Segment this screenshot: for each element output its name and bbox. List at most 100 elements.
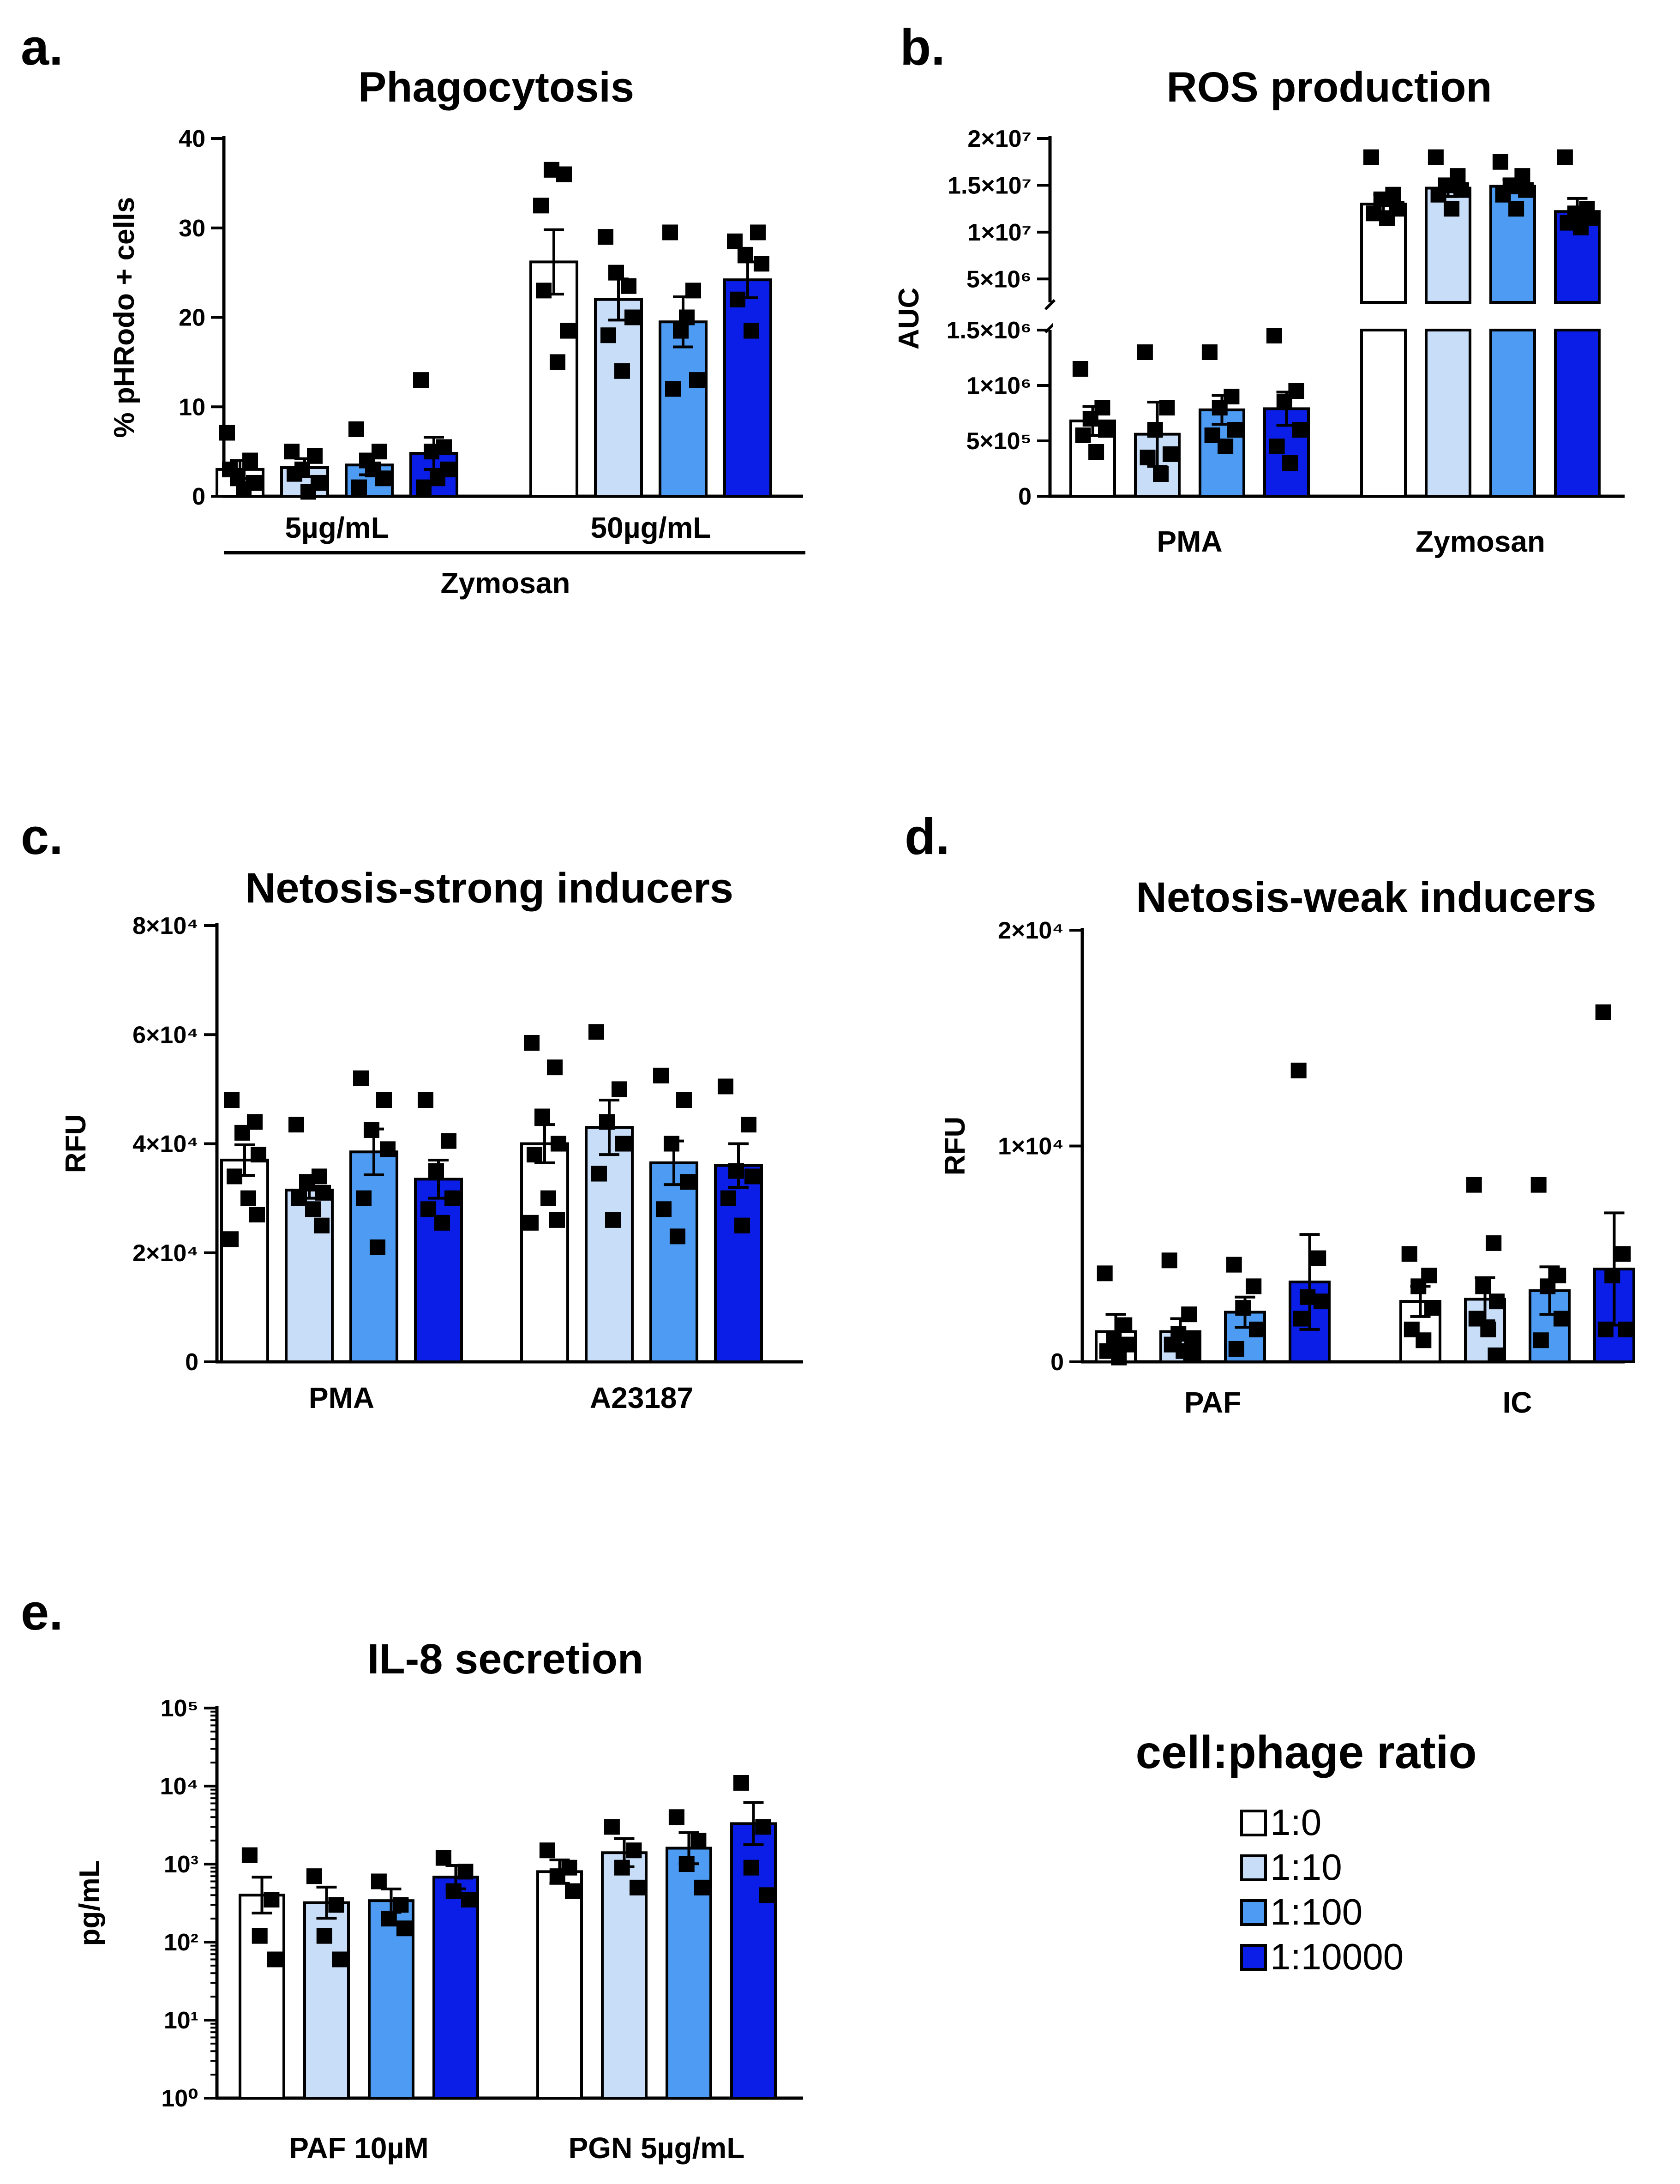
point-c-1-0-0 bbox=[524, 1035, 540, 1051]
point-b-1-3-5 bbox=[1573, 219, 1589, 235]
legend-label-1: 1:10 bbox=[1270, 1847, 1342, 1888]
point-c-0-0-6 bbox=[249, 1207, 265, 1223]
y-tick-d-1-label: 1×10⁴ bbox=[998, 1133, 1064, 1160]
category-label-d-0: PAF bbox=[1184, 1386, 1241, 1419]
legend-swatch-1 bbox=[1240, 1854, 1267, 1881]
point-b-0-3-3 bbox=[1292, 422, 1308, 438]
point-b-1-2-0 bbox=[1492, 154, 1508, 170]
y-tick-e-5-label: 10⁵ bbox=[161, 1695, 198, 1722]
point-a-1-1-1 bbox=[621, 278, 636, 294]
point-c-1-0-7 bbox=[523, 1215, 539, 1231]
point-d-1-0-0 bbox=[1401, 1246, 1417, 1262]
bar-b-1-lower-3 bbox=[1554, 329, 1601, 498]
point-b-0-0-3 bbox=[1098, 422, 1114, 438]
point-a-1-2-4 bbox=[665, 381, 681, 397]
category-label-a-1: 50µg/mL bbox=[591, 511, 711, 544]
point-d-1-3-4 bbox=[1597, 1321, 1614, 1337]
point-e-1-3-0 bbox=[733, 1775, 749, 1791]
point-a-0-0-0 bbox=[219, 425, 235, 441]
y-tick-a-3-label: 30 bbox=[179, 215, 205, 242]
point-b-0-0-4 bbox=[1075, 427, 1091, 443]
point-a-0-3-2 bbox=[424, 444, 439, 460]
chart-title-d: Netosis-weak inducers bbox=[1136, 874, 1596, 921]
point-c-1-2-2 bbox=[664, 1136, 679, 1152]
point-c-0-3-0 bbox=[418, 1092, 433, 1108]
point-c-0-2-0 bbox=[353, 1070, 369, 1086]
point-a-1-2-1 bbox=[685, 283, 701, 299]
point-e-0-1-0 bbox=[306, 1868, 322, 1884]
point-a-0-1-4 bbox=[287, 466, 302, 482]
point-b-1-2-4 bbox=[1495, 187, 1511, 203]
point-e-0-1-2 bbox=[316, 1928, 332, 1944]
category-label-e-0: PAF 10µM bbox=[289, 2131, 428, 2165]
point-a-0-1-0 bbox=[284, 444, 300, 460]
point-b-0-2-2 bbox=[1212, 400, 1228, 415]
point-a-1-1-4 bbox=[600, 327, 616, 343]
y-tick-upper-2-label: 1.5×10⁷ bbox=[948, 172, 1032, 199]
point-c-0-1-0 bbox=[288, 1117, 304, 1133]
point-d-1-1-0 bbox=[1466, 1177, 1482, 1193]
point-e-0-0-3 bbox=[267, 1951, 283, 1967]
bar-e-1-0 bbox=[536, 1870, 583, 2100]
point-c-1-3-2 bbox=[728, 1163, 744, 1179]
y-tick-a-4-label: 40 bbox=[179, 126, 205, 152]
y-tick-c-3-label: 6×10⁴ bbox=[132, 1022, 198, 1048]
legend-title: cell:phage ratio bbox=[1135, 1727, 1476, 1778]
point-c-1-3-0 bbox=[718, 1078, 733, 1095]
category-label-c-0: PMA bbox=[309, 1381, 374, 1414]
point-b-1-1-5 bbox=[1444, 201, 1460, 217]
point-b-1-2-5 bbox=[1508, 201, 1524, 217]
point-b-0-1-5 bbox=[1153, 466, 1169, 482]
y-tick-lower-1-label: 5×10⁵ bbox=[966, 428, 1032, 455]
point-c-1-3-1 bbox=[741, 1117, 756, 1133]
point-d-1-2-3 bbox=[1554, 1311, 1569, 1327]
chart-title-b: ROS production bbox=[1166, 64, 1492, 111]
bar-e-0-3 bbox=[432, 1876, 479, 2100]
category-label-d-1: IC bbox=[1503, 1386, 1532, 1419]
point-d-1-1-3 bbox=[1489, 1294, 1505, 1310]
point-e-0-0-2 bbox=[252, 1928, 268, 1944]
point-d-1-0-2 bbox=[1410, 1278, 1427, 1294]
point-a-1-3-3 bbox=[754, 256, 769, 272]
point-e-1-2-2 bbox=[678, 1856, 695, 1872]
point-d-1-3-0 bbox=[1595, 1004, 1611, 1020]
point-c-0-0-3 bbox=[251, 1147, 266, 1163]
point-a-1-0-2 bbox=[544, 162, 559, 178]
point-e-0-1-3 bbox=[332, 1951, 348, 1967]
bar-c-0-2 bbox=[349, 1150, 398, 1363]
point-c-0-2-5 bbox=[370, 1239, 385, 1255]
point-d-0-1-1 bbox=[1181, 1306, 1197, 1323]
point-b-0-1-3 bbox=[1163, 446, 1178, 462]
point-d-0-2-1 bbox=[1246, 1278, 1262, 1294]
point-c-0-0-2 bbox=[234, 1125, 250, 1141]
point-a-1-2-5 bbox=[679, 309, 695, 325]
point-c-1-0-1 bbox=[547, 1059, 563, 1076]
point-a-0-1-5 bbox=[300, 484, 316, 500]
axis-break-gap bbox=[1053, 304, 1627, 328]
point-c-0-2-3 bbox=[380, 1141, 396, 1157]
point-d-1-3-1 bbox=[1615, 1246, 1631, 1262]
point-e-1-0-0 bbox=[539, 1842, 555, 1859]
point-a-1-1-0 bbox=[598, 229, 613, 245]
point-a-1-1-2 bbox=[608, 265, 624, 281]
point-b-1-1-4 bbox=[1430, 187, 1446, 203]
point-c-1-1-3 bbox=[615, 1136, 631, 1152]
point-a-0-2-0 bbox=[348, 421, 364, 437]
point-b-0-1-2 bbox=[1147, 422, 1163, 438]
point-e-0-3-0 bbox=[435, 1850, 451, 1866]
category-label-a-0: 5µg/mL bbox=[285, 511, 389, 544]
point-b-1-1-3 bbox=[1453, 182, 1469, 198]
point-b-1-3-4 bbox=[1560, 215, 1576, 231]
point-a-1-2-2 bbox=[673, 323, 689, 339]
point-c-1-3-4 bbox=[720, 1190, 736, 1206]
point-d-1-0-3 bbox=[1424, 1300, 1440, 1316]
point-d-1-2-4 bbox=[1533, 1332, 1549, 1348]
point-d-0-1-6 bbox=[1183, 1347, 1199, 1363]
legend-swatch-3 bbox=[1240, 1944, 1267, 1971]
y-tick-e-3-label: 10³ bbox=[164, 1851, 198, 1878]
point-c-0-0-0 bbox=[224, 1092, 240, 1108]
point-a-1-1-3 bbox=[624, 309, 640, 325]
point-c-1-0-3 bbox=[551, 1136, 566, 1152]
point-c-1-2-1 bbox=[676, 1092, 692, 1108]
point-a-1-3-5 bbox=[744, 323, 759, 339]
